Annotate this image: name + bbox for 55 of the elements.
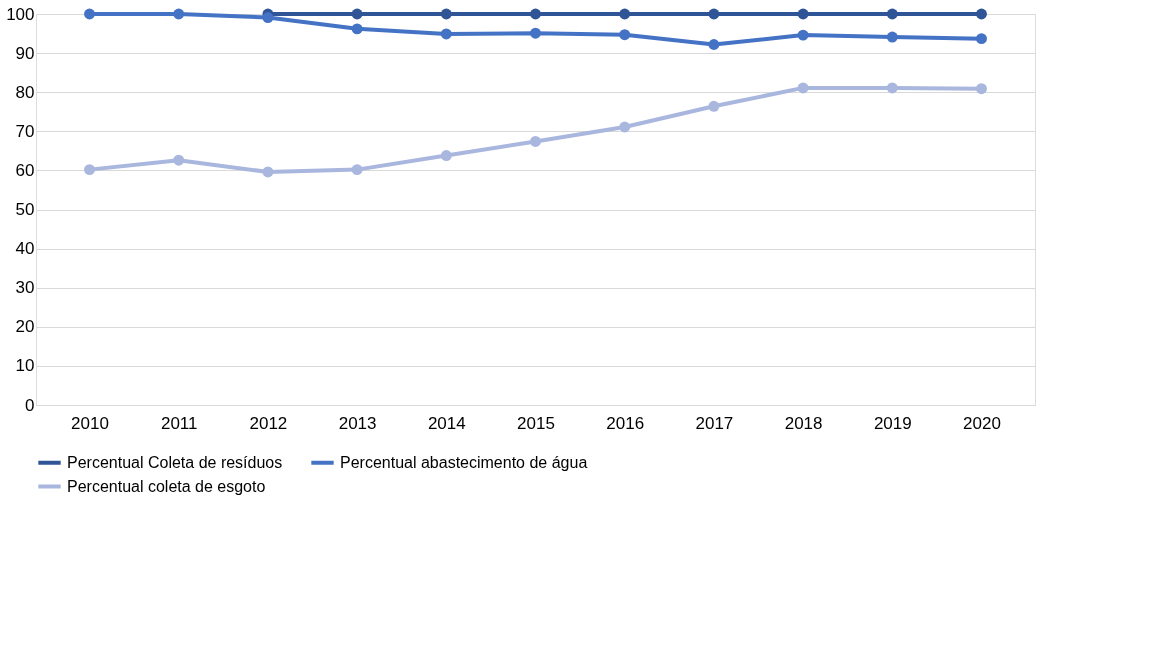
point xyxy=(886,8,898,20)
point xyxy=(351,8,363,20)
x-tick-label: 2018 xyxy=(784,413,823,433)
point xyxy=(530,8,541,20)
x-tick-label: 2016 xyxy=(606,413,645,433)
point xyxy=(351,164,363,176)
y-tick-label: 0 xyxy=(25,395,35,415)
point xyxy=(619,8,631,20)
point xyxy=(262,12,274,23)
y-tick-label: 40 xyxy=(15,239,35,259)
x-tick-label: 2017 xyxy=(695,413,734,433)
point xyxy=(84,164,95,176)
point xyxy=(797,8,809,20)
point xyxy=(797,29,809,41)
point xyxy=(708,39,720,50)
point xyxy=(797,82,809,94)
x-tick-label: 2020 xyxy=(963,413,1001,433)
point xyxy=(530,136,541,147)
point xyxy=(173,154,185,166)
legend-label: Percentual abastecimento de água xyxy=(340,453,588,471)
x-tick-label: 2011 xyxy=(160,413,198,433)
point xyxy=(619,121,631,133)
point xyxy=(351,23,363,35)
point xyxy=(886,31,898,43)
point xyxy=(440,8,452,20)
y-tick-label: 30 xyxy=(15,278,35,298)
x-tick-label: 2019 xyxy=(873,413,912,433)
legend-label: Percentual coleta de esgoto xyxy=(67,477,266,495)
x-tick-label: 2012 xyxy=(249,413,288,433)
y-tick-label: 80 xyxy=(15,82,35,102)
point xyxy=(440,150,452,162)
y-tick-label: 100 xyxy=(6,4,35,24)
point xyxy=(262,166,274,178)
x-tick-label: 2013 xyxy=(338,413,377,433)
point xyxy=(976,33,987,45)
legend-label: Percentual Coleta de resíduos xyxy=(67,453,283,471)
x-tick-label: 2010 xyxy=(71,413,109,433)
x-tick-label: 2014 xyxy=(427,413,466,433)
y-tick-label: 50 xyxy=(15,200,35,219)
y-tick-label: 90 xyxy=(15,43,35,63)
point xyxy=(440,28,452,40)
point xyxy=(976,83,987,95)
point xyxy=(976,8,987,20)
point xyxy=(619,29,631,41)
point xyxy=(530,27,541,39)
point xyxy=(84,8,95,20)
point xyxy=(708,8,720,20)
y-tick-label: 20 xyxy=(15,317,35,337)
point xyxy=(173,8,185,20)
point xyxy=(886,82,898,94)
y-tick-label: 10 xyxy=(15,356,35,376)
y-tick-label: 60 xyxy=(15,160,35,180)
x-tick-label: 2015 xyxy=(517,413,555,433)
y-tick-label: 70 xyxy=(15,121,35,141)
point xyxy=(708,100,720,112)
